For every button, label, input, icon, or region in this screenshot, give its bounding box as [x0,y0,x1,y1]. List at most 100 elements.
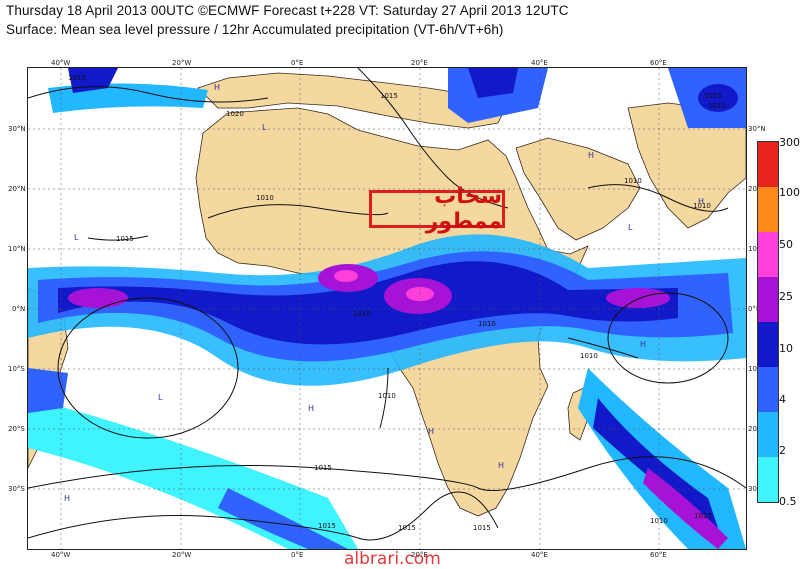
lon-label-bottom-60e: 60°E [650,551,667,559]
isobar-label: 1015 [116,235,134,243]
legend-label-100: 100 [779,186,800,199]
title-line-1: Thursday 18 April 2013 00UTC ©ECMWF Fore… [6,3,569,18]
isobar-label: 1015 [318,522,336,530]
legend-label-2: 2 [779,444,786,457]
lon-label-top-0e: 0°E [291,59,304,67]
lon-label-top-40w: 40°W [51,59,71,67]
legend-swatch-25 [758,277,778,322]
legend-label-10: 10 [779,342,793,355]
lat-label-left-30s: 30°S [8,485,25,493]
high-pressure-marker: H [498,461,504,470]
lon-label-top-20e: 20°E [411,59,428,67]
precipitation-layer [28,68,746,549]
title-line-2: Surface: Mean sea level pressure / 12hr … [6,22,504,37]
isobar-south-1010 [28,491,499,541]
isobar-label: 1015 [68,74,86,82]
precip-cell-indian [606,288,670,308]
lon-label-bottom-40w: 40°W [51,551,71,559]
isobar-med-1015 [357,68,509,209]
precip-south-atlantic [28,398,358,549]
lat-label-left-0n: 0°N [12,305,26,313]
isobar-label: 1010 [624,177,642,185]
isobar-label: 1015 [704,92,722,100]
isobar-label: 1020 [226,110,244,118]
legend-swatch-50 [758,232,778,277]
lon-label-top-20w: 20°W [172,59,192,67]
lon-label-bottom-0e: 0°E [291,551,304,559]
forecast-map: 1015 1015 1020 1010 1015 1010 1010 1010 … [27,67,747,550]
legend-label-300: 300 [779,136,800,149]
graticule [28,68,746,549]
southern-europe-coast [197,72,509,129]
precip-south-america-cell [28,368,68,413]
lon-label-top-60e: 60°E [650,59,667,67]
isobars [28,68,746,541]
legend-swatch-10 [758,322,778,367]
isobar-high-indian [607,292,729,384]
lat-label-right-0n: 0°N [748,305,762,313]
lat-label-right-20s: 20°S [748,425,765,433]
legend-swatch-100 [758,187,778,232]
legend-swatch-0-5 [758,457,778,502]
lat-label-right-10s: 10°S [748,365,765,373]
lon-label-bottom-20e: 20°E [411,551,428,559]
isobar-high-atlantic [57,297,239,439]
precip-south-indian-heavy [643,468,728,549]
lat-label-right-20n: 20°N [748,185,766,193]
high-pressure-marker: H [428,427,434,436]
isobar-label: 1010 [378,392,396,400]
isobar-label: 1010 [580,352,598,360]
precip-cell-atlantic [68,288,128,308]
high-pressure-marker: H [640,340,646,349]
isobar-labels: 1015 1015 1020 1010 1015 1010 1010 1010 … [68,74,726,532]
low-pressure-marker: L [158,393,163,402]
lat-label-left-20n: 20°N [8,185,26,193]
isobar-label: 1015 [694,512,712,520]
lat-label-right-30s: 30°S [748,485,765,493]
legend-swatch-300 [758,142,778,187]
legend-label-0-5: 0.5 [779,495,797,508]
legend-label-50: 50 [779,238,793,251]
isobar-label: 1015 [380,92,398,100]
isobar-arabia-1010 [587,184,729,212]
precip-mideast-core [468,68,518,98]
lon-label-top-40e: 40°E [531,59,548,67]
lat-label-right-30n: 30°N [748,125,766,133]
precip-east-asia-core [698,84,738,112]
high-pressure-marker: H [588,151,594,160]
map-canvas: 1015 1015 1020 1010 1015 1010 1010 1010 … [28,68,746,549]
lat-label-left-30n: 30°N [8,125,26,133]
high-pressure-marker: H [214,83,220,92]
isobar-label: 1010 [478,320,496,328]
isobar-label: 1010 [693,202,711,210]
low-pressure-marker: L [262,123,267,132]
lat-label-left-10s: 10°S [8,365,25,373]
precipitation-legend [757,141,779,503]
isobar-label: 1015 [473,524,491,532]
isobar-label: 1010 [256,194,274,202]
low-pressure-marker: L [74,233,79,242]
high-pressure-marker: H [308,404,314,413]
isobar-sw-1010 [379,367,389,429]
precip-south-atlantic-core [218,488,348,549]
isobar-atlantic-1015 [87,235,149,241]
lon-label-bottom-20w: 20°W [172,551,192,559]
isobar-label: 1015 [314,464,332,472]
high-pressure-marker: H [698,197,704,206]
isobar-north-1015 [28,86,269,103]
isobar-label: 1015 [398,524,416,532]
high-pressure-marker: H [64,494,70,503]
low-pressure-marker: L [628,223,633,232]
pressure-centers: H L L H H L H H H H L H [64,83,704,503]
lat-label-right-10n: 10°N [748,245,766,253]
isobar-label: 1010 [650,517,668,525]
rain-cloud-annotation: سحاب ممطور [369,184,505,234]
legend-label-25: 25 [779,290,793,303]
isobar-label: 1010 [353,310,371,318]
isobar-sahara-1010 [207,204,389,219]
precip-cell-core-1 [334,270,358,282]
annotation-text: سحاب ممطور [425,184,502,234]
legend-swatch-2 [758,412,778,457]
legend-swatch-4 [758,367,778,412]
legend-label-4: 4 [779,393,786,406]
